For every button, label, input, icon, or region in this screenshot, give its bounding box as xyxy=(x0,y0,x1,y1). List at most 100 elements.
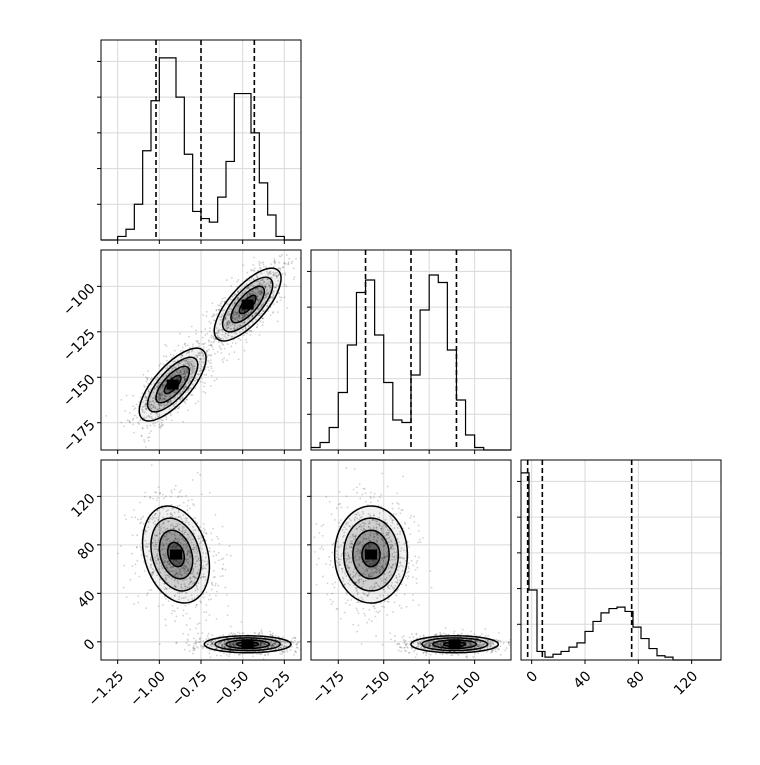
scatter-point xyxy=(284,296,286,298)
axes-background xyxy=(521,460,721,660)
scatter-point xyxy=(406,572,408,574)
scatter-point xyxy=(189,644,191,646)
scatter-point xyxy=(145,446,147,448)
scatter-point xyxy=(216,655,218,657)
scatter-point xyxy=(217,304,219,306)
scatter-point xyxy=(209,547,211,549)
scatter-point xyxy=(175,485,177,487)
scatter-point xyxy=(144,492,146,494)
param1-hist xyxy=(307,250,511,454)
scatter-point xyxy=(280,255,282,257)
scatter-point xyxy=(316,564,318,566)
scatter-point xyxy=(187,640,189,642)
scatter-point xyxy=(195,643,197,645)
scatter-point xyxy=(160,426,162,428)
scatter-point xyxy=(336,507,338,509)
scatter-point xyxy=(212,555,214,557)
scatter-point xyxy=(419,539,421,541)
scatter-point xyxy=(331,513,333,515)
scatter-point xyxy=(216,309,218,311)
scatter-point xyxy=(214,380,216,382)
param2-vs-param1: −175−150−125−100 xyxy=(300,459,537,707)
scatter-point xyxy=(218,552,220,554)
scatter-point xyxy=(204,334,206,336)
scatter-point xyxy=(171,419,173,421)
scatter-point xyxy=(233,351,235,353)
scatter-point xyxy=(183,609,185,611)
scatter-point xyxy=(392,508,394,510)
scatter-point xyxy=(362,608,364,610)
scatter-point xyxy=(134,414,136,416)
scatter-point xyxy=(287,264,289,266)
scatter-point xyxy=(222,568,224,570)
scatter-point xyxy=(170,354,172,356)
scatter-point xyxy=(315,523,317,525)
scatter-point xyxy=(275,635,277,637)
scatter-point xyxy=(192,653,194,655)
scatter-point xyxy=(230,626,232,628)
scatter-point xyxy=(250,330,252,332)
scatter-point xyxy=(191,499,193,501)
scatter-point xyxy=(405,575,407,577)
scatter-point xyxy=(354,468,356,470)
scatter-point xyxy=(208,361,210,363)
scatter-point xyxy=(203,385,205,387)
scatter-point xyxy=(125,519,127,521)
scatter-point xyxy=(228,655,230,657)
scatter-point xyxy=(274,260,276,262)
scatter-point xyxy=(231,632,233,634)
scatter-point xyxy=(212,349,214,351)
scatter-point xyxy=(379,610,381,612)
scatter-point xyxy=(344,612,346,614)
scatter-point xyxy=(240,621,242,623)
scatter-point xyxy=(519,636,521,638)
scatter-point xyxy=(218,309,220,311)
scatter-point xyxy=(136,547,138,549)
scatter-point xyxy=(339,491,341,493)
x-tick-label: 120 xyxy=(671,668,701,698)
scatter-point xyxy=(270,314,272,316)
scatter-point xyxy=(246,341,248,343)
scatter-point xyxy=(174,350,176,352)
scatter-point xyxy=(277,311,279,313)
x-tick-label: −0.75 xyxy=(169,668,211,710)
scatter-point xyxy=(200,602,202,604)
scatter-point xyxy=(117,553,119,555)
scatter-point xyxy=(205,374,207,376)
scatter-point xyxy=(246,272,248,274)
scatter-point xyxy=(431,587,433,589)
scatter-point xyxy=(269,631,271,633)
scatter-point xyxy=(353,489,355,491)
scatter-point xyxy=(212,336,214,338)
scatter-point xyxy=(257,323,259,325)
scatter-point xyxy=(429,570,431,572)
scatter-point xyxy=(130,579,132,581)
scatter-point xyxy=(195,604,197,606)
scatter-point xyxy=(197,400,199,402)
scatter-point xyxy=(213,570,215,572)
x-tick-label: −0.50 xyxy=(211,668,253,710)
scatter-point xyxy=(232,342,234,344)
scatter-point xyxy=(346,593,348,595)
scatter-point xyxy=(511,647,513,649)
scatter-point xyxy=(375,611,377,613)
scatter-point xyxy=(203,640,205,642)
scatter-point xyxy=(418,604,420,606)
scatter-point xyxy=(396,502,398,504)
scatter-point xyxy=(205,604,207,606)
scatter-point xyxy=(294,276,296,278)
scatter-point xyxy=(162,494,164,496)
scatter-point xyxy=(203,346,205,348)
scatter-point xyxy=(399,605,401,607)
scatter-point xyxy=(214,576,216,578)
scatter-point xyxy=(416,582,418,584)
scatter-point xyxy=(330,599,332,601)
scatter-point xyxy=(325,496,327,498)
scatter-point xyxy=(227,343,229,345)
scatter-point xyxy=(244,350,246,352)
scatter-point xyxy=(314,551,316,553)
scatter-point xyxy=(418,556,420,558)
scatter-point xyxy=(314,536,316,538)
scatter-point xyxy=(380,494,382,496)
